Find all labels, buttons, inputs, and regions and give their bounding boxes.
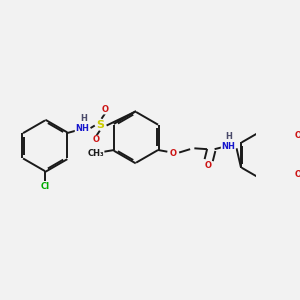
- Text: CH₃: CH₃: [87, 149, 104, 158]
- Text: H: H: [226, 132, 232, 141]
- Text: O: O: [295, 170, 300, 179]
- Text: NH: NH: [221, 142, 235, 151]
- Text: O: O: [93, 135, 100, 144]
- Text: H: H: [80, 114, 87, 123]
- Text: O: O: [295, 131, 300, 140]
- Text: NH: NH: [75, 124, 89, 134]
- Text: O: O: [101, 105, 108, 114]
- Text: S: S: [97, 120, 105, 130]
- Text: O: O: [204, 161, 211, 170]
- Text: Cl: Cl: [40, 182, 50, 191]
- Text: O: O: [170, 149, 177, 158]
